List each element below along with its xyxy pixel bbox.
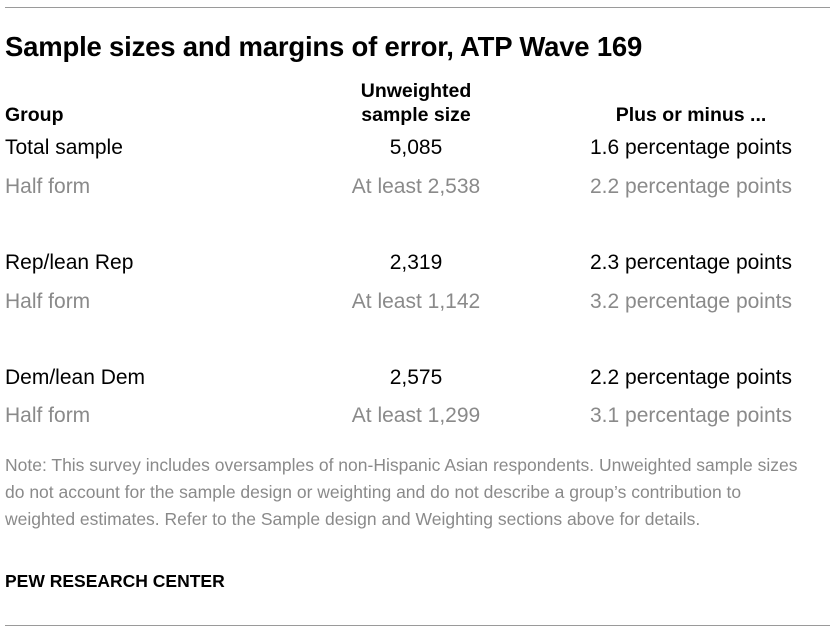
row-margin-of-error: 3.2 percentage points bbox=[590, 290, 792, 313]
row-sample-size: 2,575 bbox=[389, 366, 443, 389]
row-margin-of-error: 3.1 percentage points bbox=[590, 404, 792, 427]
row-margin-of-error: 1.6 percentage points bbox=[590, 136, 792, 159]
row-sample-size: At least 1,299 bbox=[351, 404, 481, 427]
row-group: Half form bbox=[5, 290, 91, 313]
header-group: Group bbox=[5, 104, 64, 126]
table-note: Note: This survey includes oversamples o… bbox=[5, 455, 798, 529]
table-row: Dem/lean Dem 2,575 2.2 percentage points bbox=[0, 366, 840, 390]
table-row: Half form At least 2,538 2.2 percentage … bbox=[0, 175, 840, 199]
header-sample-line1: Unweighted bbox=[360, 80, 472, 102]
row-group: Rep/lean Rep bbox=[5, 251, 134, 274]
table-row: Rep/lean Rep 2,319 2.3 percentage points bbox=[0, 251, 840, 275]
source-label: PEW RESEARCH CENTER bbox=[5, 571, 225, 591]
row-group: Dem/lean Dem bbox=[5, 366, 146, 389]
row-group: Half form bbox=[5, 404, 91, 427]
top-rule bbox=[5, 7, 830, 8]
table-title: Sample sizes and margins of error, ATP W… bbox=[5, 31, 643, 62]
header-margin-of-error: Plus or minus ... bbox=[615, 104, 767, 126]
row-sample-size: 2,319 bbox=[389, 251, 443, 274]
row-group: Total sample bbox=[5, 136, 123, 159]
row-margin-of-error: 2.2 percentage points bbox=[590, 366, 792, 389]
bottom-rule bbox=[5, 625, 830, 626]
row-margin-of-error: 2.2 percentage points bbox=[590, 175, 792, 198]
row-sample-size: At least 2,538 bbox=[351, 175, 481, 198]
table-row: Total sample 5,085 1.6 percentage points bbox=[0, 136, 840, 160]
row-sample-size: 5,085 bbox=[389, 136, 443, 159]
row-group: Half form bbox=[5, 175, 91, 198]
row-margin-of-error: 2.3 percentage points bbox=[590, 251, 792, 274]
header-sample-line2: sample size bbox=[361, 104, 471, 126]
header-sample-size: Unweighted sample size bbox=[316, 79, 516, 127]
row-sample-size: At least 1,142 bbox=[351, 290, 481, 313]
table-row: Half form At least 1,299 3.1 percentage … bbox=[0, 404, 840, 428]
table-row: Half form At least 1,142 3.2 percentage … bbox=[0, 290, 840, 314]
